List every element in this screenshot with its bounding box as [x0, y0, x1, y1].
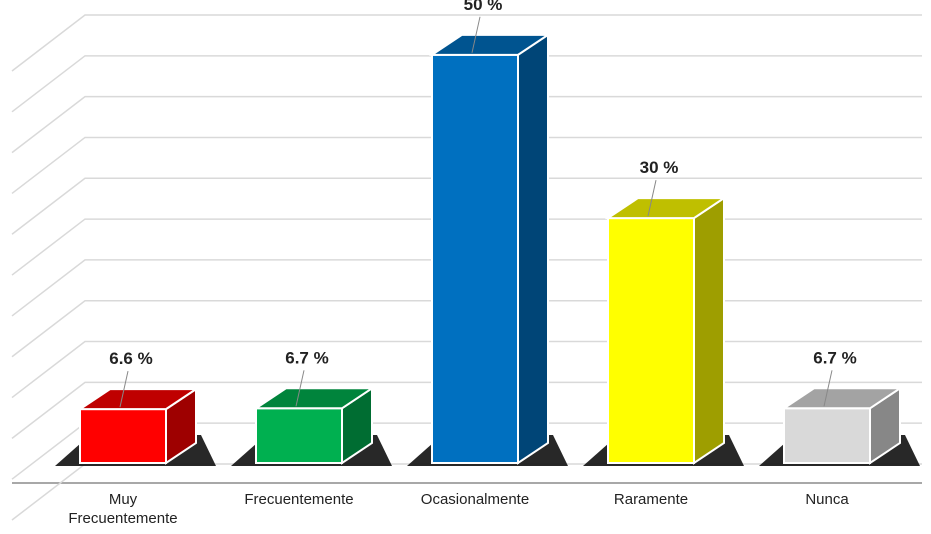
bar [79, 408, 167, 464]
bar [431, 53, 519, 465]
x-tick-label: Ocasionalmente [420, 491, 530, 508]
x-tick-label: Frecuentemente [244, 491, 354, 508]
x-tick-label: Raramente [613, 491, 689, 508]
bar [255, 407, 343, 465]
bar-top [252, 387, 376, 410]
grid-line [11, 95, 922, 154]
grid-line [11, 14, 922, 72]
data-label: 30 % [640, 158, 679, 177]
x-tick-label: Nunca [805, 491, 849, 508]
bar-top [780, 387, 904, 410]
bar-top [76, 388, 200, 411]
data-label: 6.7 % [813, 348, 856, 367]
label-leader [471, 16, 481, 53]
bar-side [517, 32, 549, 465]
x-tick-label: Muy Frecuentemente [68, 491, 178, 527]
data-label: 50 % [464, 0, 503, 14]
bar-top [604, 197, 728, 220]
grid-line [11, 136, 922, 195]
bar-side [693, 196, 725, 465]
bar-top [428, 33, 552, 56]
bar [607, 217, 695, 464]
grid-line [11, 177, 922, 235]
label-leader [295, 370, 305, 407]
data-label: 6.6 % [109, 349, 152, 368]
grid-line [11, 55, 922, 113]
data-label: 6.7 % [285, 348, 328, 367]
bar [783, 407, 871, 465]
label-leader [119, 371, 129, 408]
label-leader [823, 370, 833, 407]
label-leader [647, 179, 657, 217]
